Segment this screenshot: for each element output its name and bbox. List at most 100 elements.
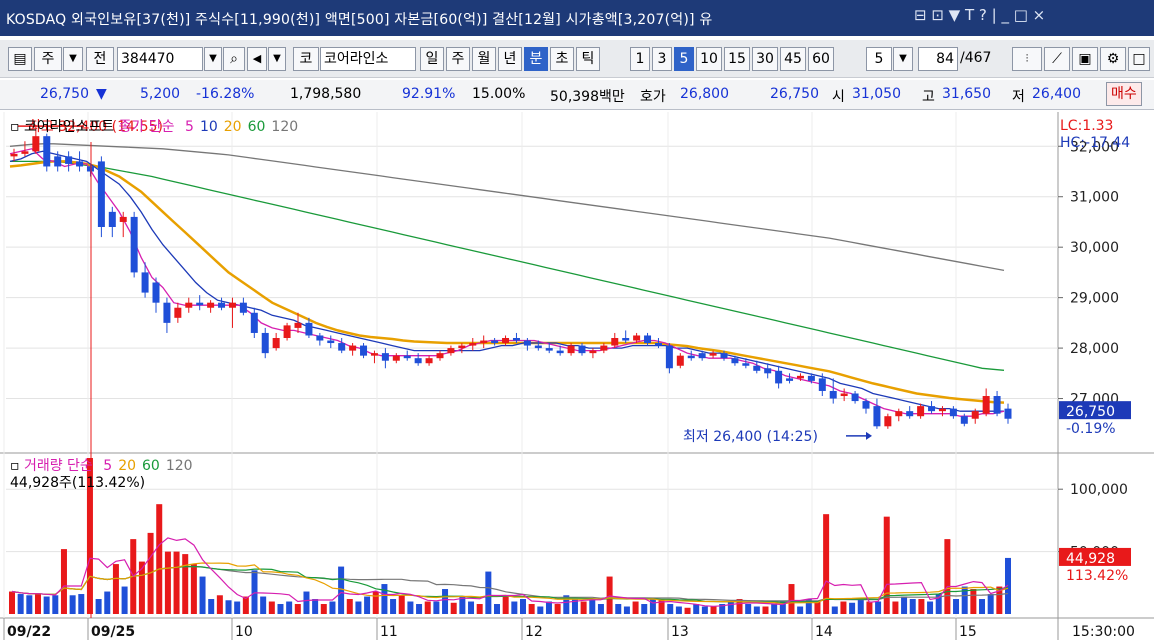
legend-ma-60: 60 <box>247 119 266 135</box>
volume-bar <box>537 606 544 614</box>
period-button-5[interactable]: 초 <box>550 47 574 71</box>
volume-bar <box>710 606 717 614</box>
screen-menu-icon[interactable]: ▤ <box>8 47 32 71</box>
volume-bar <box>216 595 223 614</box>
volume-bar <box>727 601 734 614</box>
candle-body <box>294 322 302 328</box>
speaker-icon[interactable]: ◀ <box>247 47 267 71</box>
period-button-0[interactable]: 일 <box>420 47 444 71</box>
candle-body <box>185 302 193 308</box>
window-controls-icon[interactable]: ⊟ ⊡ ▼ T ? | _ □ × <box>914 6 1046 24</box>
volume-bar <box>86 458 93 614</box>
volume-bar <box>173 551 180 614</box>
volume-bar <box>372 591 379 614</box>
candle-body <box>327 340 335 344</box>
candle-body <box>174 307 182 318</box>
volume-bar <box>970 589 977 614</box>
volume-bar <box>95 599 102 614</box>
volume-bar <box>34 594 41 614</box>
volume-legend: ▫ 거래량 단순 5 20 60 120 <box>10 455 193 475</box>
volume-bar <box>866 601 873 614</box>
period-button-4[interactable]: 분 <box>524 47 548 71</box>
candle-body <box>97 161 105 227</box>
volume-bar <box>623 606 630 614</box>
stock-type-select[interactable]: 주 <box>34 47 62 71</box>
save-icon[interactable]: ▣ <box>1072 47 1098 71</box>
date-tick-label: 09/22 <box>7 624 51 640</box>
candle-toggle-icon[interactable]: ⫶ <box>1012 47 1042 71</box>
search-icon[interactable]: ⌕ <box>223 47 245 71</box>
interval-button-5[interactable]: 5 <box>674 47 694 71</box>
low-annotation: 최저 26,400 (14:25) <box>683 429 818 445</box>
hc-label: HC:-17.44 <box>1060 135 1130 151</box>
interval-value-field[interactable]: 5 <box>866 47 892 71</box>
candle-body <box>338 343 346 351</box>
volume-bar <box>883 516 890 614</box>
ma-line-120 <box>9 143 1005 272</box>
period-button-3[interactable]: 년 <box>498 47 522 71</box>
candle-body <box>108 211 116 227</box>
candle-body <box>960 416 968 424</box>
stock-name-field[interactable]: 코어라인소 <box>320 47 416 71</box>
market-select[interactable]: 전 <box>86 47 114 71</box>
code-dropdown-icon[interactable]: ▼ <box>204 47 222 71</box>
volume-tick-label: 100,000 <box>1070 482 1128 498</box>
interval-button-60[interactable]: 60 <box>808 47 834 71</box>
volume-bar <box>944 539 951 614</box>
volume-bar <box>355 601 362 614</box>
page-current-field[interactable]: 84 <box>918 47 958 71</box>
buy-button[interactable]: 매수 <box>1106 82 1142 106</box>
settings-gear-icon[interactable]: ⚙ <box>1100 47 1126 71</box>
candle-body <box>982 396 990 414</box>
candle-body <box>228 302 236 308</box>
volume-bar <box>563 595 570 614</box>
panel-icon[interactable]: □ <box>1128 47 1150 71</box>
volume-bar <box>961 586 968 614</box>
candle-body <box>633 335 641 341</box>
period-button-2[interactable]: 월 <box>472 47 496 71</box>
legend-stock-name: 코어라인소프트 <box>23 119 115 135</box>
price-tick-label: 30,000 <box>1070 240 1119 256</box>
volume-bar <box>797 606 804 614</box>
candle-body <box>786 378 794 381</box>
candle-body <box>578 345 586 354</box>
stock-marker: 코 <box>293 47 319 71</box>
candle-body <box>829 390 837 399</box>
interval-button-45[interactable]: 45 <box>780 47 806 71</box>
period-button-1[interactable]: 주 <box>446 47 470 71</box>
interval-button-1[interactable]: 1 <box>630 47 650 71</box>
volume-bar <box>494 604 501 614</box>
period-button-6[interactable]: 틱 <box>576 47 600 71</box>
interval-button-10[interactable]: 10 <box>696 47 722 71</box>
interval-button-15[interactable]: 15 <box>724 47 750 71</box>
stock-type-dropdown-icon[interactable]: ▼ <box>63 47 83 71</box>
quote-info-bar: 26,750 ▼ 5,200 -16.28% 1,798,580 92.91% … <box>0 80 1154 110</box>
candle-body <box>993 396 1001 414</box>
chart-background <box>0 112 1154 640</box>
volume-last-box <box>1059 547 1131 566</box>
volume-bar <box>996 586 1003 614</box>
legend-toggle-icon[interactable]: ▫ <box>10 119 20 135</box>
candle-body <box>523 340 531 346</box>
date-tick-label: 13 <box>671 624 689 640</box>
interval-button-3[interactable]: 3 <box>652 47 672 71</box>
volume-bar <box>909 599 916 614</box>
legend-ma-120: 120 <box>271 119 299 135</box>
candle-body <box>349 345 357 351</box>
candle-body <box>851 393 859 402</box>
volume-last-label: 44,928 <box>1066 551 1115 567</box>
legend-ma-5: 5 <box>185 119 194 135</box>
interval-button-30[interactable]: 30 <box>752 47 778 71</box>
candle-body <box>502 338 510 344</box>
price-chart[interactable]: 32,00031,00030,00029,00028,00027,000100,… <box>0 112 1154 640</box>
interval-dropdown-icon[interactable]: ▼ <box>893 47 913 71</box>
volume-toggle-icon[interactable]: ▫ <box>10 458 20 474</box>
candle-body <box>207 302 215 308</box>
stock-code-input[interactable]: 384470 <box>117 47 203 71</box>
last-price-pct: -0.19% <box>1066 421 1116 437</box>
candle-body <box>10 153 18 157</box>
chart-type-icon[interactable]: ⟋ <box>1044 47 1070 71</box>
volume-bar <box>849 602 856 614</box>
speaker-dropdown-icon[interactable]: ▼ <box>268 47 286 71</box>
date-tick-label: 12 <box>525 624 543 640</box>
